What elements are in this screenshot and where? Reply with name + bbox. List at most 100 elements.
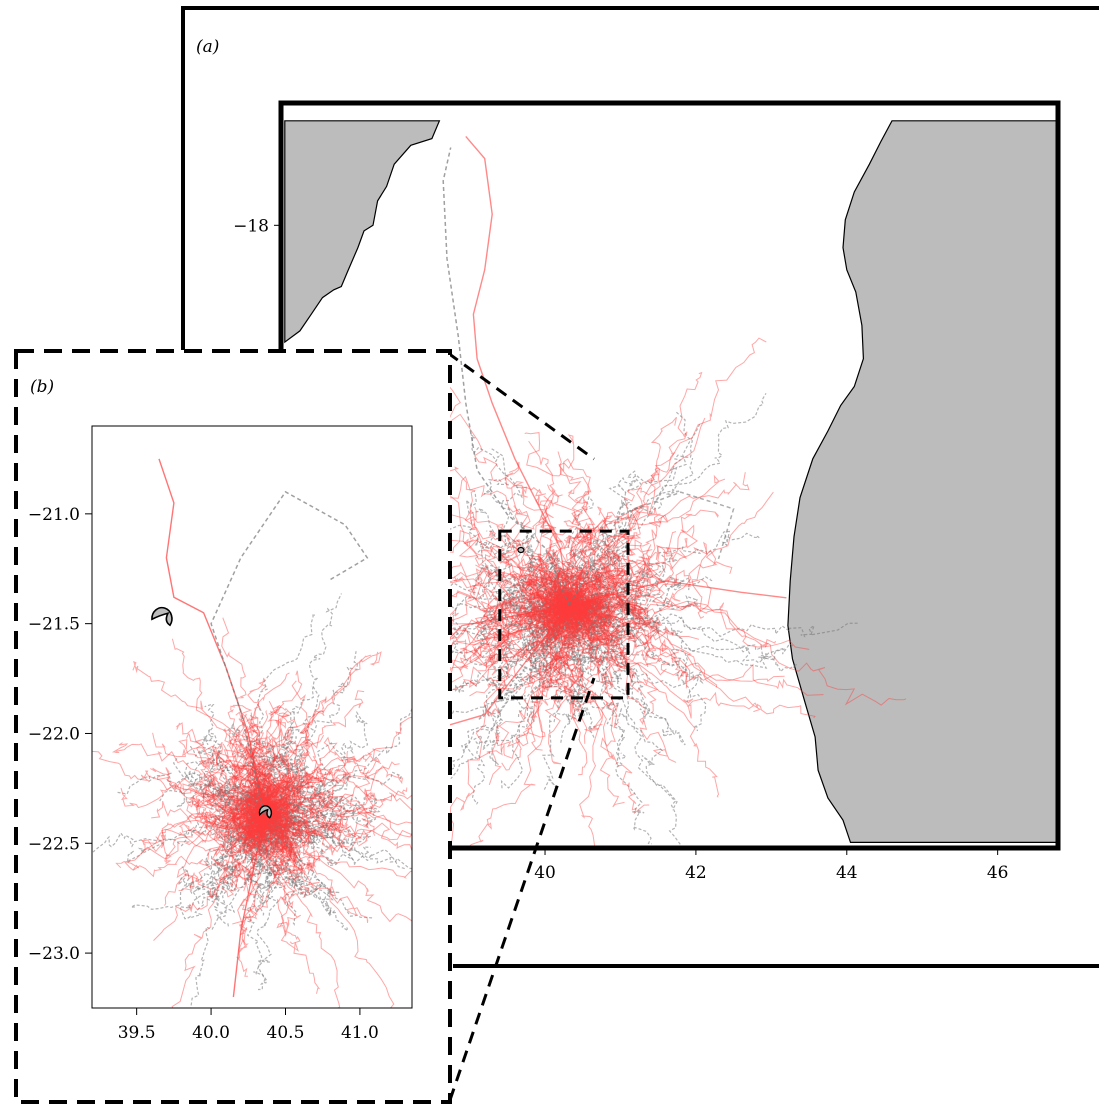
drifter-track-red [264, 809, 350, 852]
drifter-track-red [258, 803, 339, 837]
drifter-track-red [552, 586, 582, 679]
drifter-track-red [140, 811, 267, 852]
drifter-track-grey [487, 605, 570, 766]
panel-b-axes: 39.5 40.0 40.5 41.0 −21.0 −21.5 −22.0 −22.5 −23.… [28, 505, 379, 1043]
drifter-track-red [541, 591, 573, 666]
drifter-track-red [568, 506, 642, 615]
drifter-track-red [474, 587, 577, 630]
drifter-track-red [216, 802, 285, 834]
drifter-track-red [568, 592, 624, 690]
drifter-track-red [559, 604, 622, 642]
drifter-track-red [568, 605, 688, 689]
drifter-track-red [559, 525, 617, 608]
drifter-track-red [530, 603, 574, 751]
drifter-track-grey [253, 814, 284, 991]
drifter-track-red [467, 570, 571, 612]
panel-b-y-tick-label: −23.0 [28, 944, 80, 964]
panel-b-x-tick-label: 39.5 [118, 1023, 156, 1043]
drifter-track-red [558, 434, 597, 608]
drifter-track-red [554, 604, 603, 732]
drifter-track-red [264, 784, 408, 822]
drifter-track-red [264, 796, 412, 838]
drifter-track-red [528, 440, 570, 606]
drifter-track-red [232, 769, 276, 816]
drifter-track-red [247, 670, 303, 816]
drifter-track-red [501, 603, 573, 771]
drifter-track-red [258, 690, 365, 815]
drifter-track-red [565, 592, 660, 642]
drifter-track-grey [568, 605, 652, 845]
drifter-track-red [264, 788, 373, 819]
drifter-track-red [264, 803, 343, 856]
drifter-track-red [431, 594, 574, 707]
drifter-track-grey [555, 605, 676, 737]
drifter-track-grey [562, 605, 651, 641]
drifter-track-red [441, 466, 570, 609]
drifter-track-red [264, 779, 324, 820]
drifter-track-grey [501, 605, 576, 659]
drifter-track-grey [569, 530, 760, 612]
drifter-track-red [262, 803, 290, 839]
drifter-track-red [221, 801, 277, 898]
drifter-track-red [247, 714, 281, 825]
drifter-track-grey [264, 814, 349, 933]
drifter-track-grey [565, 558, 678, 615]
drifter-track-grey [203, 732, 266, 815]
drifter-track-red [155, 813, 265, 865]
drifter-track-grey [259, 798, 353, 823]
drifter-track-red [558, 584, 655, 622]
drifter-track-red [259, 792, 369, 828]
drifter-track-grey [527, 552, 576, 624]
drifter-track-grey [518, 605, 584, 706]
drifter-track-grey [281, 605, 570, 636]
drifter-track-grey [92, 810, 265, 853]
drifter-track-red [562, 598, 680, 658]
drifter-track-red [568, 416, 677, 606]
drifter-track-red [569, 605, 720, 798]
drifter-track-red [264, 711, 412, 824]
drifter-track-red [241, 814, 269, 854]
drifter-track-red [241, 788, 289, 815]
drifter-track-grey [450, 602, 572, 780]
drifter-track-red [264, 812, 376, 837]
drifter-track-red [249, 812, 295, 852]
drifter-track-red [568, 605, 610, 848]
panel-b-x-tick-label: 41.0 [341, 1023, 379, 1043]
drifter-track-red [530, 591, 570, 676]
drifter-track-red [214, 806, 273, 857]
drifter-track-red [469, 598, 573, 697]
drifter-track-red [529, 605, 581, 700]
drifter-track-red [188, 797, 266, 836]
drifter-track-red [152, 732, 269, 819]
drifter-track-red [569, 605, 696, 684]
drifter-track-grey [561, 602, 624, 646]
drifter-track-red [524, 432, 595, 606]
drifter-track-grey [264, 771, 403, 820]
drifter-track-grey [568, 597, 859, 638]
drifter-track-grey [562, 578, 605, 614]
drifter-track-red [550, 568, 618, 622]
panel-a-x-tick-label: 46 [987, 863, 1009, 883]
drifter-track-grey [231, 785, 270, 827]
drifter-track-grey [217, 784, 265, 823]
drifter-track-red [468, 601, 582, 688]
drifter-track-red [153, 813, 265, 941]
drifter-track-red [264, 809, 412, 827]
drifter-track-red [550, 601, 590, 776]
drifter-track-red [178, 739, 271, 819]
drifter-track-red [247, 814, 293, 874]
drifter-track-red [565, 589, 616, 661]
drifter-track-red [515, 486, 570, 607]
drifter-track-red [568, 602, 816, 719]
drifter-track-grey [243, 806, 282, 903]
drifter-track-red [567, 534, 642, 621]
drifter-track-red [564, 575, 609, 621]
drifter-track-grey [553, 552, 630, 607]
panel-a-x-tick-label: 40 [534, 863, 556, 883]
drifter-track-grey [532, 605, 570, 641]
drifter-track-red [569, 548, 614, 610]
drifter-track-red [569, 549, 733, 609]
drifter-track-red [111, 742, 266, 824]
drifter-track-grey [557, 605, 628, 760]
drifter-track-red [566, 602, 630, 676]
